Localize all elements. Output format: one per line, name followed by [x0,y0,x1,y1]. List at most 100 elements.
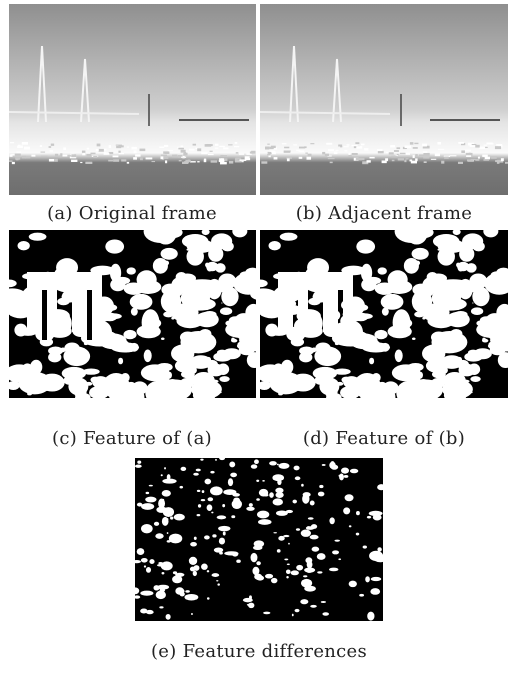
feature-blob [164,261,169,266]
feature-blob [359,594,364,597]
feature-blob [248,603,254,609]
feature-blob [390,300,395,306]
shore-texture [491,156,497,159]
shore-texture [165,160,167,163]
feature-blob [277,464,279,466]
feature-blob [370,342,378,351]
feature-blob [456,263,460,268]
shore-texture [299,157,303,159]
feature-blob [89,386,109,399]
shore-texture [229,161,233,164]
feature-blob [164,467,166,469]
shore-texture [287,158,290,161]
shore-texture [431,159,436,160]
feature-blob [326,393,342,402]
shore-texture [389,152,394,154]
feature-blob [370,588,380,595]
shore-texture [405,146,411,148]
feature-blob [162,479,176,484]
shore-texture [284,147,289,149]
feature-blob [334,283,341,286]
feature-blob [223,489,236,495]
feature-blob [356,239,375,253]
shore-texture [382,160,387,163]
feature-blob [189,557,197,565]
shore-texture [413,155,415,158]
feature-blob [141,503,154,510]
shore-texture [475,159,479,161]
feature-blob [361,278,376,291]
shore-texture [51,144,54,146]
feature-blob [205,263,209,268]
feature-blob [310,535,319,540]
shore-texture [161,155,167,156]
tower-shadow [87,290,92,340]
feature-blob [162,572,165,574]
feature-blob [75,393,91,402]
feature-blob [321,601,326,603]
feature-blob [305,557,312,563]
shore-texture [55,154,58,157]
adjacent-frame-image [260,4,508,195]
feature-blob [307,526,311,530]
feature-blob [118,358,123,365]
shore-texture [334,151,337,154]
feature-blob [453,229,461,235]
shore-texture [458,162,463,164]
shore-texture [159,146,164,148]
feature-blob [343,274,345,276]
shore-texture [413,147,418,149]
shore-texture [239,159,246,161]
feature-blob [90,377,100,383]
feature-blob [208,497,214,501]
feature-blob [262,480,265,482]
feature-blob [141,558,148,563]
shore-texture [211,160,218,162]
shore-texture [204,159,206,160]
shore-texture [60,153,62,156]
shore-texture [180,146,183,148]
feature-blob [134,595,140,598]
shore-texture [245,156,250,159]
feature-blob [457,360,469,370]
feature-blob [265,303,269,306]
feature-blob [238,341,250,347]
feature-blob [214,547,223,552]
shore-texture [223,147,228,149]
feature-blob [249,595,252,599]
feature-blob [341,266,365,276]
shore-texture [41,156,47,157]
shore-texture [189,149,195,151]
shore-texture [441,161,444,164]
feature-blob [378,267,387,274]
feature-blob [375,282,395,294]
feature-blob [137,325,161,338]
feature-blob [412,248,429,260]
shore-texture [458,142,464,144]
feature-blob [422,317,425,320]
feature-blob [181,467,187,471]
shore-texture [349,155,352,156]
shore-texture [140,149,146,152]
feature-blob [218,526,230,531]
feature-blob [369,511,383,516]
caption: (e) Feature differences [151,641,367,662]
shore-texture [305,153,308,154]
feature-blob [175,573,184,577]
feature-blob [297,272,301,275]
shore-texture [93,156,97,158]
feature-blob [300,599,308,604]
feature-blob [329,329,339,336]
shore-texture [345,150,348,151]
feature-blob [356,533,359,536]
feature-blob [404,258,419,274]
shore-texture [272,151,276,154]
shore-texture [146,157,153,159]
feature-blob [284,559,288,561]
feature-blob [412,290,432,313]
feature-blob [301,484,304,487]
shore-texture [391,156,397,158]
feature-blob [135,465,142,468]
shore-texture [116,146,121,148]
feature-blob [110,278,125,291]
